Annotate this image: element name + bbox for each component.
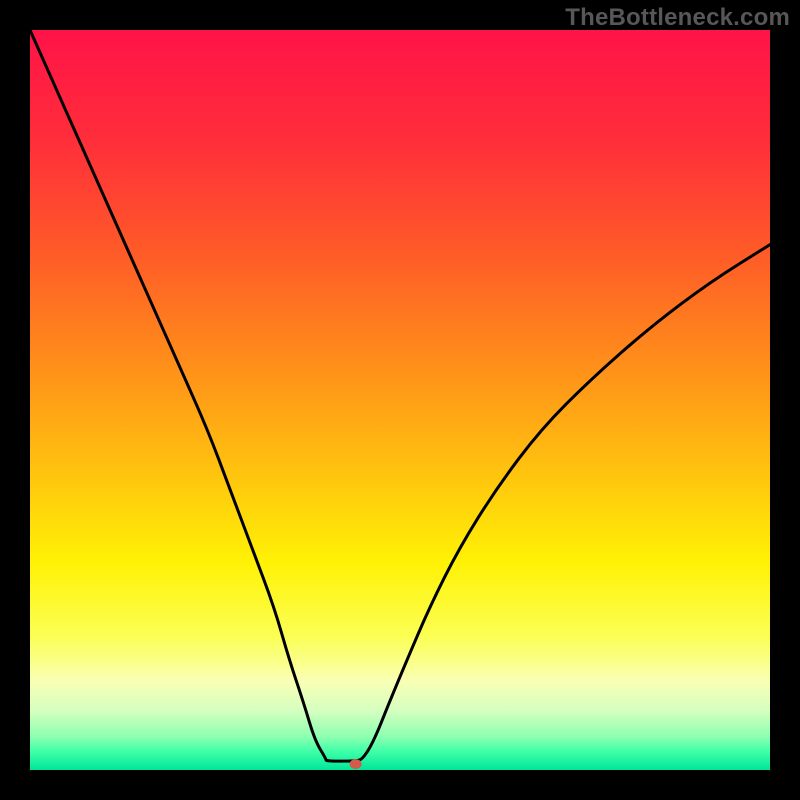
chart-background xyxy=(30,30,770,770)
bottleneck-chart xyxy=(30,30,770,770)
optimal-point-marker xyxy=(350,759,362,769)
watermark-text: TheBottleneck.com xyxy=(565,4,790,32)
